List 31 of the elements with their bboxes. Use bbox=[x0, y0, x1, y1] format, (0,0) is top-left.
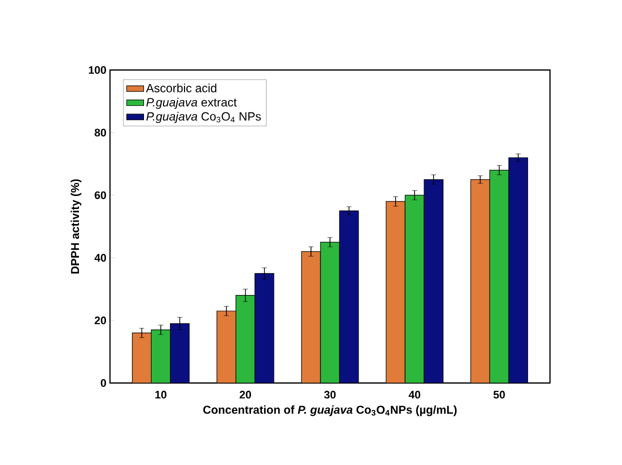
bar bbox=[320, 242, 340, 383]
bar bbox=[489, 170, 510, 383]
bar bbox=[236, 295, 256, 383]
x-tick-label: 50 bbox=[493, 390, 505, 399]
bar bbox=[151, 330, 170, 383]
bar bbox=[301, 251, 321, 383]
bar bbox=[424, 179, 444, 383]
y-tick-label: 0 bbox=[100, 379, 106, 387]
bar bbox=[254, 273, 274, 383]
bar bbox=[339, 210, 359, 383]
legend-label: P.guajava extract bbox=[146, 98, 237, 109]
y-tick-label: 40 bbox=[94, 254, 106, 262]
bar bbox=[470, 179, 490, 383]
y-tick-label: 80 bbox=[94, 128, 106, 136]
bar bbox=[132, 332, 152, 383]
legend-label: Ascorbic acid bbox=[146, 84, 216, 92]
x-tick-label: 30 bbox=[324, 390, 336, 399]
bar bbox=[508, 157, 528, 383]
x-tick-label: 10 bbox=[155, 390, 166, 399]
y-tick-label: 100 bbox=[88, 66, 106, 74]
x-tick-label: 40 bbox=[408, 390, 420, 399]
legend-label: P.guajava Co$_{3}$O$_{4}$ NPs bbox=[146, 112, 261, 124]
y-tick-label: 60 bbox=[94, 191, 106, 200]
x-axis-title: Concentration of P. guajava Co$_{3}$O$_{4}$NPs (µg/mL) bbox=[203, 405, 457, 416]
x-tick-label: 20 bbox=[240, 390, 252, 399]
bar bbox=[216, 310, 236, 383]
bar bbox=[404, 194, 424, 383]
y-axis-title: DPPH activity (%) bbox=[70, 179, 82, 274]
y-tick-label: 20 bbox=[94, 316, 106, 324]
bar bbox=[386, 201, 406, 383]
bar bbox=[170, 324, 190, 383]
